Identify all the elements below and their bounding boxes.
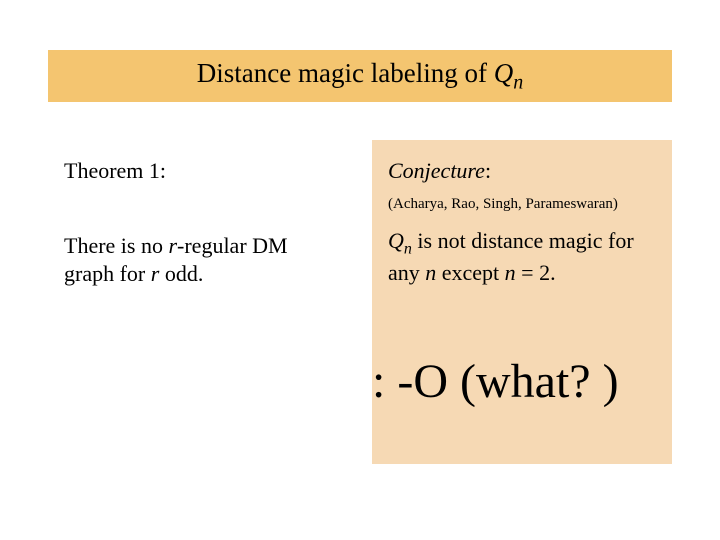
- title-bar: Distance magic labeling of Qn: [48, 50, 672, 102]
- conjecture-heading: Conjecture:: [388, 158, 656, 184]
- theorem-body: There is no r-regular DM graph for r odd…: [64, 232, 317, 287]
- title-sub: n: [513, 71, 523, 93]
- conjecture-var-Q: Q: [388, 228, 404, 253]
- title-prefix: Distance magic labeling of: [197, 58, 494, 88]
- conjecture-attribution: (Acharya, Rao, Singh, Parameswaran): [388, 196, 656, 213]
- conjecture-text-1: is: [412, 228, 438, 253]
- conjecture-not: not: [438, 228, 466, 253]
- theorem-var-r1: r: [168, 233, 177, 258]
- conjecture-heading-word: Conjecture: [388, 158, 485, 183]
- conjecture-var-n1: n: [425, 260, 436, 285]
- theorem-text-1: There is no: [64, 233, 168, 258]
- conjecture-body: Qn is not distance magic for any n excep…: [388, 227, 656, 287]
- conjecture-panel: Conjecture: (Acharya, Rao, Singh, Parame…: [372, 140, 672, 464]
- page-title: Distance magic labeling of Qn: [197, 58, 523, 94]
- conjecture-text-4: = 2.: [516, 260, 556, 285]
- conjecture-heading-colon: :: [485, 158, 491, 183]
- reaction-text: : -O (what? ): [372, 354, 692, 409]
- conjecture-text-3: except: [436, 260, 504, 285]
- title-var: Q: [494, 58, 514, 88]
- conjecture-sub-n: n: [404, 240, 412, 257]
- theorem-panel: Theorem 1: There is no r-regular DM grap…: [48, 140, 333, 464]
- theorem-text-3: odd.: [159, 261, 203, 286]
- theorem-heading: Theorem 1:: [64, 158, 317, 184]
- conjecture-var-n2: n: [505, 260, 516, 285]
